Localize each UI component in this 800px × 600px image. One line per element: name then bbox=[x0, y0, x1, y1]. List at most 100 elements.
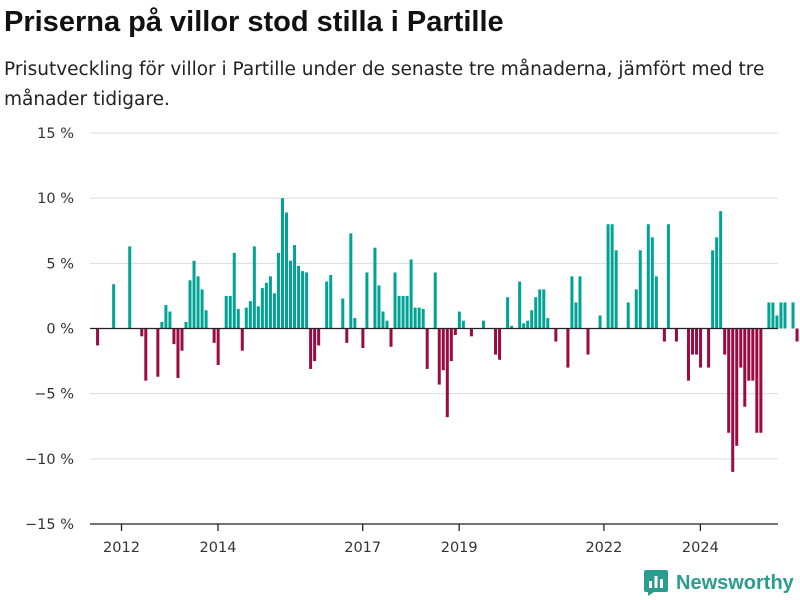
bar bbox=[345, 328, 349, 343]
bar bbox=[441, 328, 445, 371]
bar bbox=[715, 237, 719, 329]
y-axis-ticks: 15 % 10 % 5 % 0 % −5 % −10 % −15 % bbox=[25, 126, 74, 533]
bar bbox=[727, 328, 731, 433]
bar bbox=[297, 265, 301, 329]
bar bbox=[654, 276, 658, 329]
bar bbox=[570, 276, 574, 329]
bar bbox=[248, 301, 252, 329]
bar bbox=[534, 297, 538, 329]
bar bbox=[176, 328, 180, 379]
bar bbox=[353, 318, 357, 329]
bar bbox=[699, 328, 703, 368]
bar bbox=[196, 276, 200, 329]
bar bbox=[212, 328, 216, 343]
bar bbox=[377, 285, 381, 329]
bar bbox=[775, 315, 779, 329]
bar bbox=[180, 328, 184, 351]
bar bbox=[554, 328, 558, 342]
x-tick-label: 2017 bbox=[344, 540, 381, 556]
bar bbox=[731, 328, 735, 472]
bar bbox=[610, 224, 614, 329]
bar bbox=[650, 237, 654, 329]
bar bbox=[317, 328, 321, 346]
bar bbox=[244, 307, 248, 329]
bar bbox=[498, 328, 502, 360]
bar bbox=[481, 320, 485, 329]
bar bbox=[791, 302, 795, 329]
bar bbox=[280, 198, 284, 329]
bar bbox=[168, 311, 172, 329]
bar bbox=[783, 302, 787, 329]
bar bbox=[264, 282, 268, 329]
y-tick-label: 5 % bbox=[46, 256, 74, 272]
bar bbox=[96, 328, 100, 346]
bar bbox=[743, 328, 747, 407]
bar bbox=[759, 328, 763, 433]
bar bbox=[276, 252, 280, 329]
x-tick-label: 2012 bbox=[103, 540, 140, 556]
bar bbox=[755, 328, 759, 433]
bar bbox=[309, 328, 313, 369]
bar bbox=[457, 311, 461, 329]
bar bbox=[200, 289, 204, 329]
bar bbox=[325, 281, 329, 329]
bar bbox=[518, 281, 522, 329]
chart-subtitle: Prisutveckling för villor i Partille und… bbox=[4, 59, 765, 110]
bar bbox=[666, 224, 670, 329]
bar bbox=[494, 328, 498, 355]
bar bbox=[687, 328, 690, 381]
bar bbox=[695, 328, 699, 355]
bar bbox=[144, 328, 148, 381]
bar bbox=[160, 321, 164, 329]
bar bbox=[405, 295, 409, 329]
bar bbox=[779, 302, 783, 329]
bar bbox=[735, 328, 739, 446]
y-tick-label: −5 % bbox=[34, 387, 74, 403]
bar bbox=[445, 328, 449, 418]
bars bbox=[96, 198, 799, 472]
bar bbox=[614, 250, 618, 329]
bar bbox=[626, 302, 630, 329]
bar bbox=[767, 302, 771, 329]
bar bbox=[252, 246, 256, 329]
bar bbox=[156, 328, 160, 377]
x-tick-label: 2024 bbox=[682, 540, 719, 556]
bar bbox=[578, 276, 582, 329]
bar bbox=[413, 307, 417, 329]
bar bbox=[453, 328, 457, 336]
bar bbox=[526, 320, 530, 329]
bar bbox=[349, 233, 353, 329]
bar bbox=[707, 328, 711, 368]
bar bbox=[646, 224, 650, 329]
brand-name: Newsworthy bbox=[676, 571, 794, 594]
bar bbox=[437, 328, 441, 385]
bar bbox=[240, 328, 244, 351]
bar bbox=[449, 328, 453, 362]
x-tick-label: 2019 bbox=[441, 540, 478, 556]
bar bbox=[409, 259, 413, 329]
bar bbox=[293, 245, 297, 329]
bar bbox=[305, 272, 309, 329]
newsworthy-brand: Newsworthy bbox=[644, 568, 794, 598]
bar bbox=[313, 328, 317, 362]
bar bbox=[329, 275, 333, 329]
bar bbox=[719, 211, 723, 329]
bar bbox=[795, 328, 799, 342]
bar bbox=[606, 224, 610, 329]
bar bbox=[361, 328, 365, 349]
bar bbox=[184, 321, 188, 329]
bar bbox=[546, 318, 550, 329]
gridlines bbox=[90, 132, 778, 460]
bar bbox=[232, 252, 236, 329]
x-tick-label: 2014 bbox=[200, 540, 237, 556]
bar bbox=[172, 328, 176, 345]
bar bbox=[397, 295, 401, 329]
bar bbox=[461, 320, 465, 329]
bar bbox=[674, 328, 678, 342]
y-tick-label: 15 % bbox=[37, 126, 74, 142]
bar bbox=[272, 293, 276, 329]
bar bbox=[566, 328, 570, 368]
bar bbox=[739, 328, 743, 368]
bar bbox=[228, 295, 232, 329]
